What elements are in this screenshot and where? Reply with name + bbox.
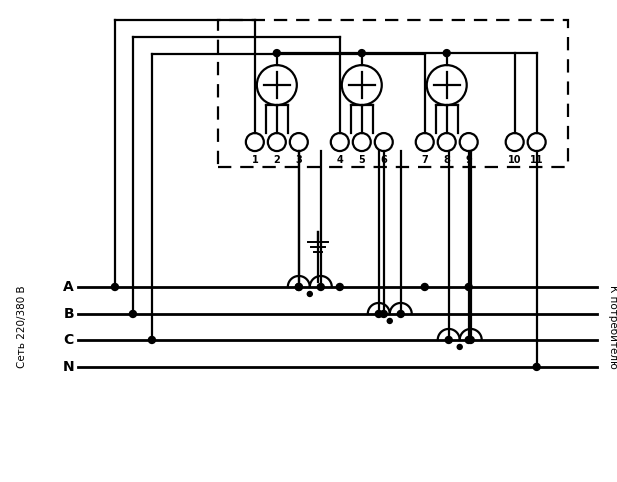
Circle shape (380, 310, 387, 318)
Circle shape (467, 336, 474, 344)
Text: 11: 11 (530, 155, 544, 165)
Circle shape (397, 310, 404, 318)
Text: 6: 6 (381, 155, 387, 165)
Circle shape (387, 319, 392, 323)
Text: Сеть 220/380 В: Сеть 220/380 В (17, 286, 27, 368)
Text: 4: 4 (336, 155, 343, 165)
Bar (218, 20, 568, 167)
Circle shape (421, 283, 428, 291)
Circle shape (443, 50, 450, 56)
Circle shape (112, 283, 118, 291)
Text: 10: 10 (508, 155, 521, 165)
Text: 1: 1 (252, 155, 259, 165)
Circle shape (296, 283, 302, 291)
Text: 2: 2 (273, 155, 280, 165)
Circle shape (273, 50, 280, 56)
Text: 7: 7 (421, 155, 428, 165)
Text: A: A (63, 280, 74, 294)
Text: B: B (64, 307, 74, 321)
Circle shape (358, 50, 365, 56)
Text: N: N (62, 360, 74, 374)
Circle shape (533, 363, 540, 371)
Text: 5: 5 (358, 155, 365, 165)
Circle shape (296, 283, 302, 291)
Text: 9: 9 (465, 155, 472, 165)
Text: К потребителю: К потребителю (608, 285, 617, 369)
Text: 8: 8 (443, 155, 450, 165)
Circle shape (317, 283, 325, 291)
Circle shape (307, 292, 312, 296)
Circle shape (375, 310, 383, 318)
Circle shape (445, 336, 452, 344)
Text: 3: 3 (296, 155, 302, 165)
Circle shape (457, 345, 462, 349)
Text: C: C (64, 333, 74, 347)
Circle shape (336, 283, 343, 291)
Circle shape (465, 336, 472, 344)
Circle shape (149, 336, 155, 344)
Circle shape (130, 310, 136, 318)
Circle shape (465, 283, 472, 291)
